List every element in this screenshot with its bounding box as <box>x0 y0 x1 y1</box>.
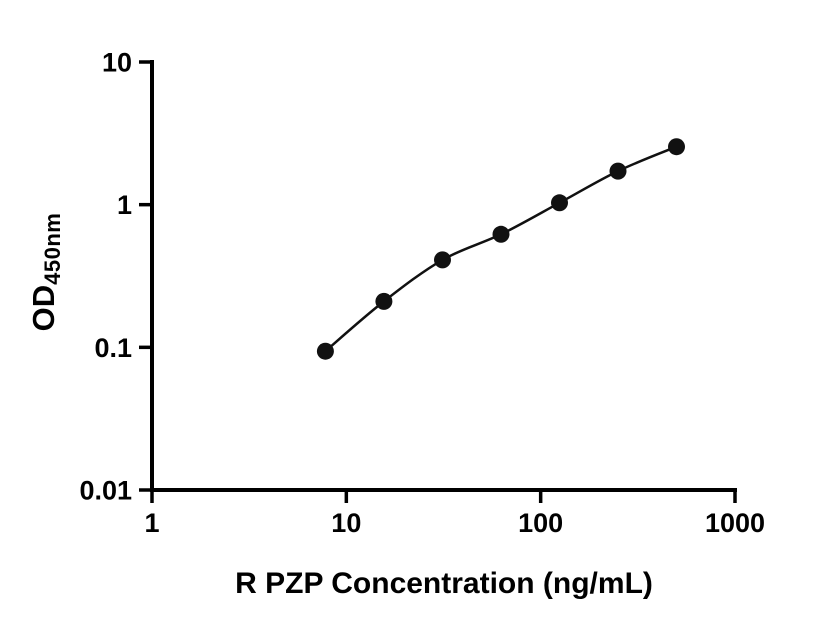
y-tick-label: 1 <box>117 190 132 220</box>
data-point <box>316 342 334 360</box>
x-tick-label: 1000 <box>705 508 765 538</box>
data-point <box>434 251 451 269</box>
data-point <box>609 162 627 180</box>
data-point <box>492 225 510 243</box>
y-tick-label: 0.1 <box>94 333 132 363</box>
y-axis-title: OD450nm <box>26 212 65 332</box>
x-tick-label: 1 <box>144 508 159 538</box>
y-axis-title-main: OD <box>26 284 61 332</box>
x-tick-label: 100 <box>518 508 563 538</box>
standard-curve-line <box>324 145 677 353</box>
data-point <box>551 194 568 212</box>
data-point <box>668 138 685 156</box>
x-tick-label: 10 <box>331 508 361 538</box>
y-tick-label: 10 <box>102 48 132 78</box>
y-axis-title-subscript: 450nm <box>40 212 65 285</box>
x-axis-title: R PZP Concentration (ng/mL) <box>235 567 653 600</box>
y-tick-label: 0.01 <box>79 476 132 506</box>
data-point <box>375 292 393 310</box>
